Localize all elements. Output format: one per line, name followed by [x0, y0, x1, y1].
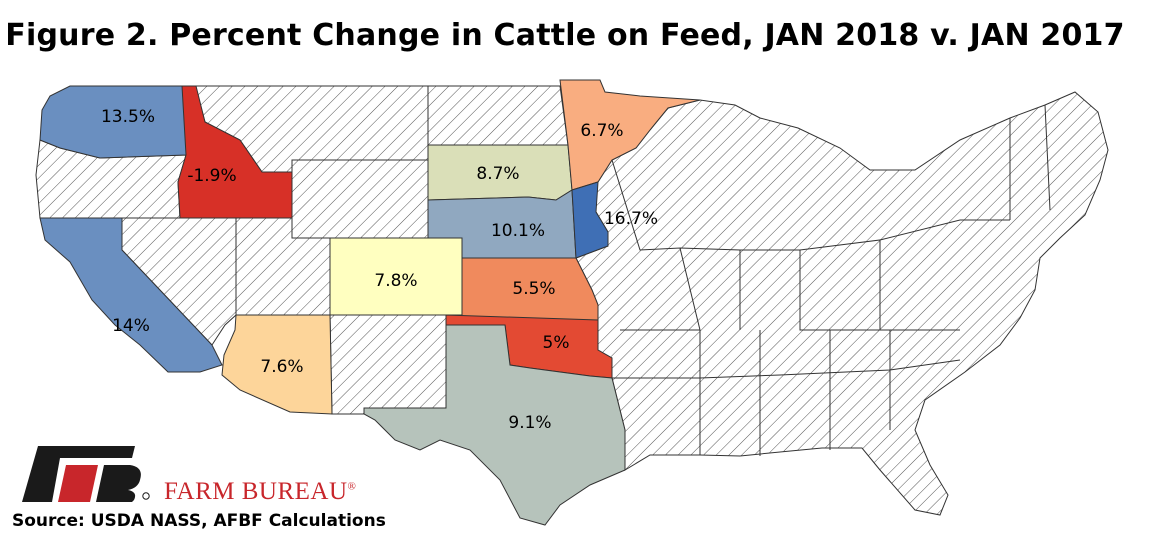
label-id: -1.9%: [187, 166, 236, 186]
label-sd: 8.7%: [476, 164, 519, 184]
farm-bureau-name: FARM BUREAU: [164, 478, 348, 505]
label-mn: 6.7%: [580, 121, 623, 141]
label-ok: 5%: [543, 333, 570, 353]
label-ks: 5.5%: [512, 279, 555, 299]
eastern-state-borders: [611, 104, 1051, 456]
state-nm: [329, 314, 447, 415]
state-ca: [39, 217, 223, 373]
label-ne: 10.1%: [491, 221, 545, 241]
label-wa: 13.5%: [101, 107, 155, 127]
state-ia: [571, 181, 609, 259]
source-note: Source: USDA NASS, AFBF Calculations: [12, 511, 386, 531]
state-eastern-us: [571, 91, 1109, 516]
state-labels: 13.5% -1.9% 14% 7.6% 7.8% 8.7% 10.1% 5.5…: [101, 107, 658, 433]
state-nd: [427, 85, 569, 146]
label-ia: 16.7%: [604, 209, 658, 229]
no-data-states: [35, 85, 1109, 516]
registered-mark: ®: [347, 480, 357, 493]
state-id: [177, 85, 293, 219]
state-wy: [291, 159, 429, 239]
data-states: [39, 79, 701, 526]
label-tx: 9.1%: [508, 413, 551, 433]
state-tx: [363, 324, 626, 526]
label-az: 7.6%: [260, 357, 303, 377]
farm-bureau-logo-icon: [22, 446, 150, 502]
label-ca: 14%: [112, 316, 150, 336]
farm-bureau-wordmark: FARM BUREAU®: [164, 478, 356, 506]
label-co: 7.8%: [374, 271, 417, 291]
figure-title: Figure 2. Percent Change in Cattle on Fe…: [5, 18, 1125, 53]
state-az: [221, 314, 333, 415]
